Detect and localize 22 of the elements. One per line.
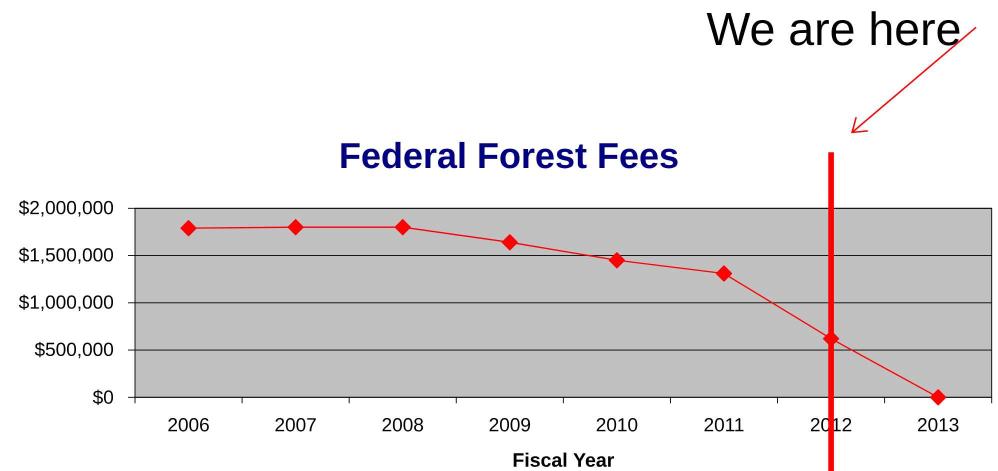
text: We are here [706, 11, 960, 46]
point [608, 252, 626, 268]
x-tick-label: 2013 [918, 418, 958, 432]
x-tick-label: 2011 [704, 418, 744, 432]
y-tick-label: $500,000 [34, 342, 114, 358]
x-tick-label: 2006 [168, 418, 209, 432]
point [180, 220, 197, 236]
y-tick-label: $1,500,000 [18, 247, 114, 264]
x-axis-title: Fiscal Year [514, 452, 614, 467]
point [716, 265, 732, 282]
x-tick-label: 2007 [275, 418, 316, 432]
x-tick-label: 2008 [382, 418, 424, 432]
point [394, 219, 411, 236]
y-tick-label: $0 [92, 390, 114, 405]
x-tick-label: 2009 [490, 418, 530, 432]
x-tick-label: 2010 [596, 418, 638, 432]
point [502, 234, 518, 250]
point [287, 219, 304, 236]
chart-title: Federal Forest Fees [341, 142, 678, 168]
y-tick-label: $1,000,000 [18, 294, 114, 312]
point [930, 389, 946, 406]
y-tick-label: $2,000,000 [18, 200, 114, 217]
